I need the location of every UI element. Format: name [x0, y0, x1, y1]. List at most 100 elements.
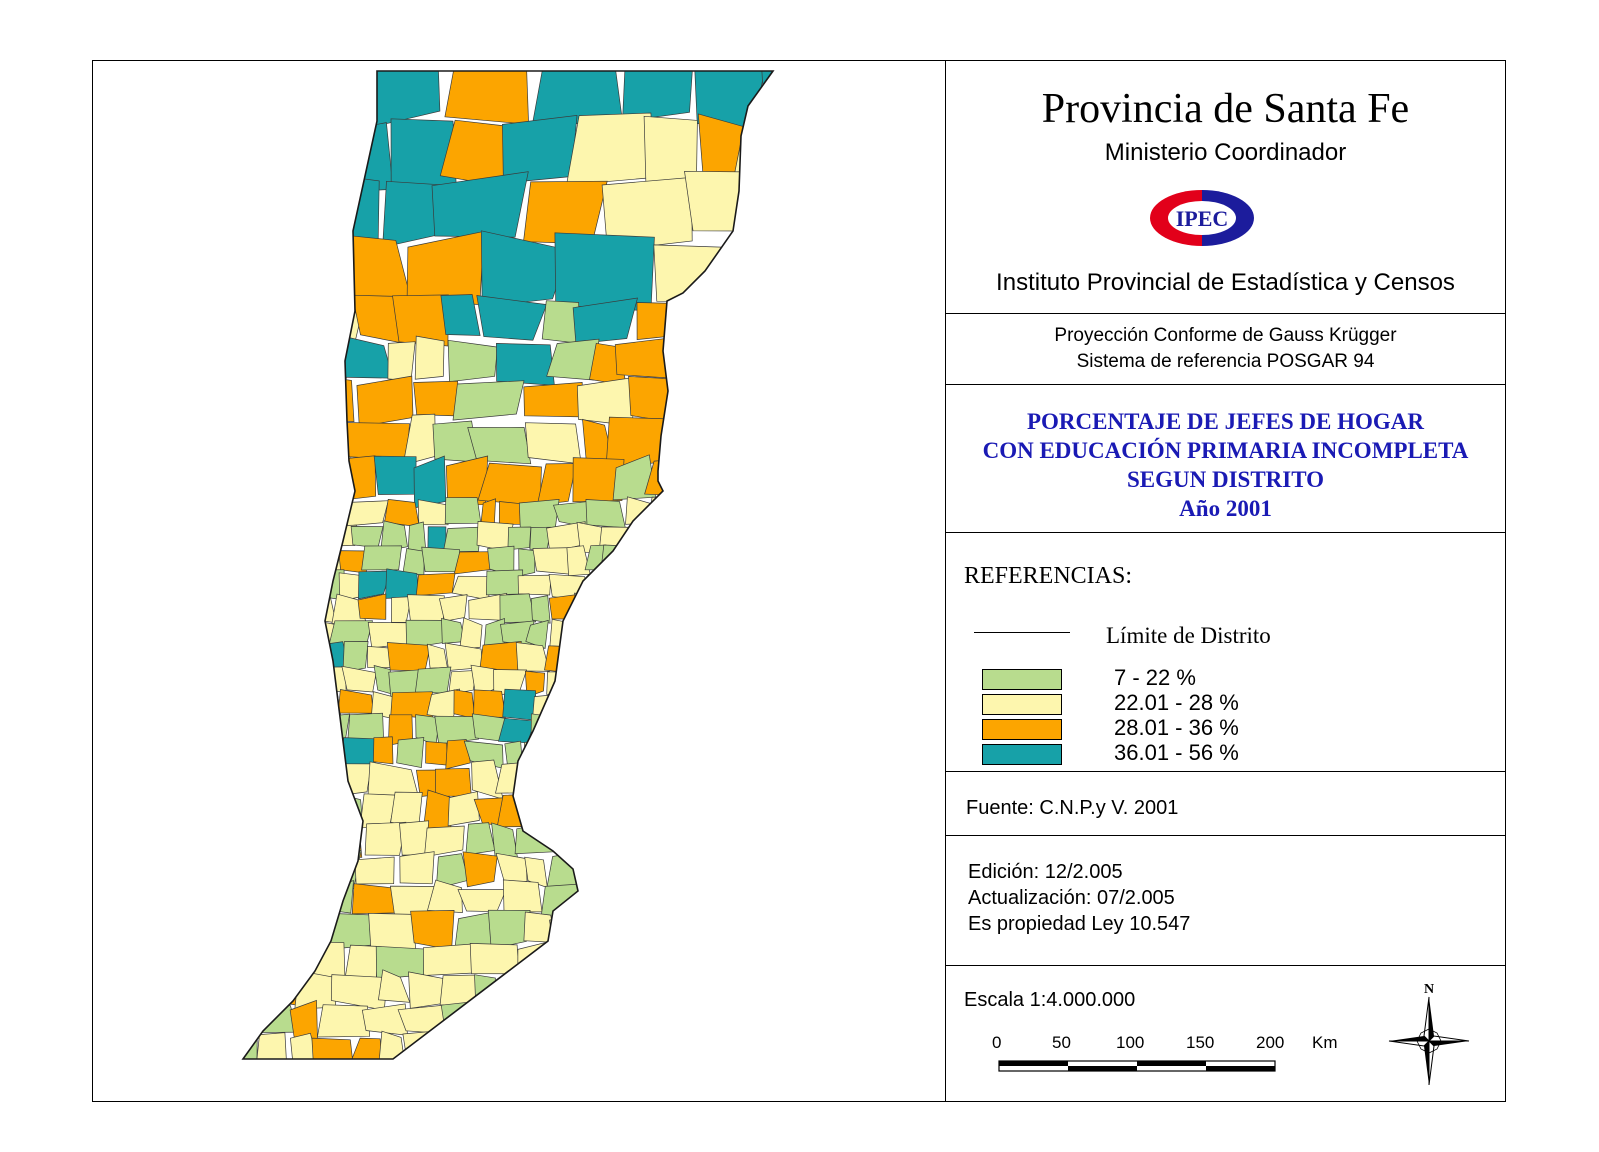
district-polygon[interactable] [702, 972, 730, 1008]
district-polygon[interactable] [318, 1067, 358, 1098]
district-polygon[interactable] [524, 422, 582, 465]
district-polygon[interactable] [684, 1032, 719, 1068]
district-polygon[interactable] [399, 820, 430, 856]
district-polygon[interactable] [755, 618, 781, 645]
district-polygon[interactable] [496, 793, 551, 828]
district-polygon[interactable] [177, 342, 248, 385]
district-polygon[interactable] [302, 667, 331, 695]
district-polygon[interactable] [311, 691, 342, 718]
district-polygon[interactable] [735, 1000, 768, 1037]
district-polygon[interactable] [581, 619, 602, 646]
district-polygon[interactable] [467, 427, 532, 465]
district-polygon[interactable] [284, 881, 334, 918]
district-polygon[interactable] [410, 1062, 438, 1093]
district-polygon[interactable] [386, 642, 431, 672]
district-polygon[interactable] [722, 824, 755, 860]
district-polygon[interactable] [782, 762, 824, 797]
district-polygon[interactable] [774, 459, 794, 502]
district-polygon[interactable] [790, 737, 815, 767]
district-polygon[interactable] [197, 911, 249, 942]
district-polygon[interactable] [447, 791, 480, 827]
district-polygon[interactable] [196, 672, 234, 697]
district-polygon[interactable] [530, 595, 551, 624]
district-polygon[interactable] [237, 593, 273, 620]
district-polygon[interactable] [777, 622, 795, 647]
district-polygon[interactable] [465, 822, 496, 856]
district-polygon[interactable] [373, 736, 394, 765]
district-polygon[interactable] [644, 456, 719, 498]
district-polygon[interactable] [387, 341, 416, 382]
district-polygon[interactable] [426, 643, 448, 669]
district-polygon[interactable] [632, 545, 654, 575]
district-polygon[interactable] [452, 380, 525, 421]
district-polygon[interactable] [549, 618, 580, 648]
district-polygon[interactable] [228, 665, 250, 695]
district-polygon[interactable] [779, 689, 811, 720]
district-polygon[interactable] [425, 741, 448, 766]
district-polygon[interactable] [227, 823, 271, 858]
district-polygon[interactable] [573, 667, 603, 698]
district-polygon[interactable] [523, 973, 560, 1008]
district-polygon[interactable] [769, 885, 800, 918]
district-polygon[interactable] [711, 419, 775, 467]
district-polygon[interactable] [620, 820, 653, 861]
district-polygon[interactable] [699, 794, 748, 826]
district-polygon[interactable] [202, 594, 238, 623]
district-polygon[interactable] [491, 822, 518, 859]
district-polygon[interactable] [247, 689, 281, 717]
district-polygon[interactable] [700, 883, 736, 921]
district-polygon[interactable] [402, 1030, 436, 1068]
district-polygon[interactable] [669, 336, 707, 380]
district-polygon[interactable] [258, 641, 296, 674]
district-polygon[interactable] [427, 879, 463, 913]
district-polygon[interactable] [294, 822, 319, 857]
district-polygon[interactable] [706, 940, 738, 981]
district-polygon[interactable] [364, 821, 407, 856]
district-polygon[interactable] [656, 1000, 702, 1040]
district-polygon[interactable] [780, 795, 832, 828]
district-polygon[interactable] [727, 974, 768, 1006]
district-polygon[interactable] [226, 570, 253, 601]
district-polygon[interactable] [415, 572, 456, 597]
district-polygon[interactable] [351, 883, 396, 915]
district-polygon[interactable] [378, 1030, 407, 1070]
district-polygon[interactable] [241, 346, 280, 380]
district-polygon[interactable] [255, 1032, 287, 1067]
district-polygon[interactable] [368, 912, 417, 950]
district-polygon[interactable] [522, 1063, 548, 1100]
district-polygon[interactable] [573, 1068, 609, 1100]
district-polygon[interactable] [300, 231, 413, 305]
district-polygon[interactable] [660, 568, 701, 596]
district-polygon[interactable] [572, 297, 638, 345]
district-polygon[interactable] [617, 623, 643, 648]
district-polygon[interactable] [231, 640, 261, 671]
district-polygon[interactable] [715, 501, 755, 528]
district-polygon[interactable] [337, 689, 374, 714]
district-polygon[interactable] [630, 521, 658, 554]
district-polygon[interactable] [258, 113, 357, 181]
district-polygon[interactable] [250, 374, 311, 420]
district-polygon[interactable] [626, 1093, 662, 1103]
district-polygon[interactable] [651, 768, 682, 793]
district-polygon[interactable] [484, 1002, 536, 1038]
district-polygon[interactable] [788, 713, 828, 743]
district-polygon[interactable] [235, 1030, 258, 1069]
district-polygon[interactable] [244, 762, 281, 799]
district-polygon[interactable] [294, 854, 326, 890]
district-polygon[interactable] [235, 940, 281, 975]
district-polygon[interactable] [480, 230, 570, 308]
district-polygon[interactable] [709, 337, 759, 381]
district-polygon[interactable] [709, 619, 736, 644]
district-polygon[interactable] [581, 884, 629, 916]
district-polygon[interactable] [276, 946, 306, 978]
district-polygon[interactable] [621, 714, 651, 744]
district-polygon[interactable] [350, 526, 384, 549]
district-polygon[interactable] [215, 1091, 266, 1103]
district-polygon[interactable] [421, 546, 461, 573]
district-polygon[interactable] [701, 716, 729, 740]
district-polygon[interactable] [448, 670, 478, 695]
district-polygon[interactable] [276, 498, 312, 525]
district-polygon[interactable] [434, 715, 480, 745]
district-polygon[interactable] [220, 416, 268, 468]
district-polygon[interactable] [211, 1063, 257, 1096]
